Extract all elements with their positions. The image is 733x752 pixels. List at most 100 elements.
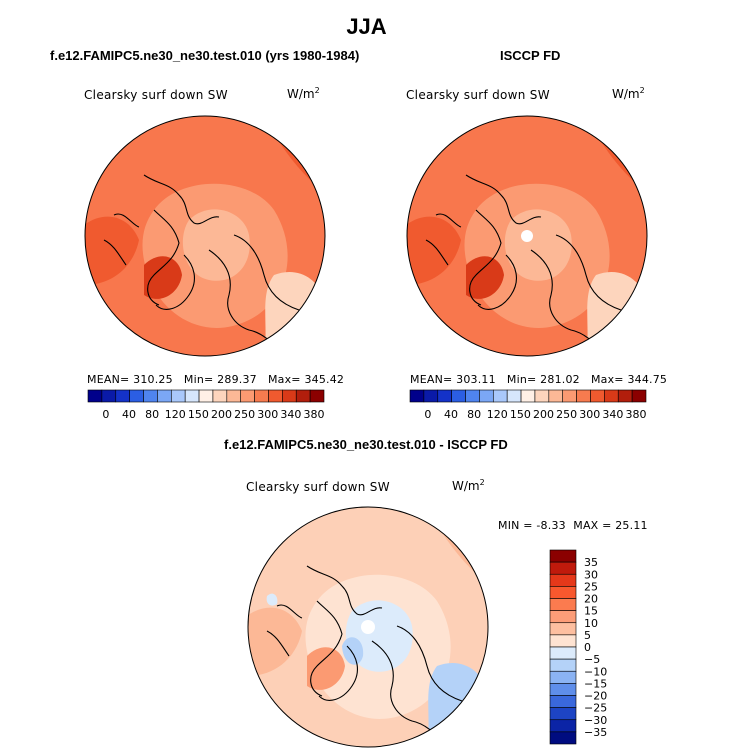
panel1-colorbar-label: 40 — [122, 408, 136, 421]
panel2-colorbar-box — [492, 389, 508, 403]
panel3-units: W/m2 — [452, 478, 485, 493]
panel2-colorbar-label: 340 — [602, 408, 623, 421]
panel3-pole-mask — [361, 620, 375, 634]
panel2-coastline — [465, 174, 542, 225]
panel3-colorbar-label: 30 — [584, 568, 598, 581]
panel3-zone-west — [248, 607, 302, 676]
panel1-arctic-core — [182, 209, 250, 281]
panel2-colorbar-label: 120 — [487, 408, 508, 421]
panel2-title: ISCCP FD — [500, 48, 561, 63]
panel2-zone-west — [407, 216, 461, 285]
panel3-colorbar-box — [549, 646, 577, 660]
panel3-colorbar-box — [549, 683, 577, 696]
panel3-coastline — [396, 625, 463, 702]
panel3-colorbar-label: −10 — [584, 665, 607, 678]
panel3-coastline — [306, 565, 383, 616]
panel3-greenland-zone — [307, 647, 345, 690]
panel1-colorbar-label: 0 — [102, 408, 109, 421]
panel1-colorbar-box — [101, 389, 117, 403]
panel3-colorbar-label: −25 — [584, 702, 607, 715]
panel1-colorbar-box — [226, 389, 242, 403]
panel3-colorbar-label: 10 — [584, 617, 598, 630]
panel1-colorbar-box — [268, 389, 283, 403]
panel2-colorbar-label: 380 — [626, 408, 647, 421]
panel1-colorbar-box — [254, 389, 269, 403]
panel1-colorbar-label: 150 — [188, 408, 209, 421]
panel3-colorbar-box — [549, 707, 577, 721]
panel1-colorbar-box — [295, 389, 311, 403]
panel2-coastline — [435, 213, 462, 228]
panel2-colorbar-label: 0 — [424, 408, 431, 421]
panel2-zone-se — [586, 271, 647, 356]
panel1-zone-se — [264, 271, 325, 356]
panel1-stats: MEAN= 310.25 Min= 289.37 Max= 345.42 — [87, 373, 345, 386]
panel2-colorbar-box — [576, 389, 591, 403]
panel2-colorbar-label: 300 — [579, 408, 600, 421]
panel1-colorbar-label: 80 — [145, 408, 159, 421]
panel1-map-border — [84, 115, 326, 357]
panel2-coastline — [555, 234, 622, 311]
panel1-coastline — [103, 239, 127, 266]
panel1-variable: Clearsky surf down SW — [84, 88, 228, 102]
panel1-colorbar-label: 120 — [165, 408, 186, 421]
panel1-zone-west — [85, 216, 139, 285]
panel2-variable: Clearsky surf down SW — [406, 88, 550, 102]
panel3-colorbar-label: 35 — [584, 556, 598, 569]
panel3-colorbar-label: −15 — [584, 677, 607, 690]
panel1-colorbar: 0 40 80 120 150 200 250 300 340 380 — [87, 389, 325, 421]
panel1-colorbar-box — [143, 389, 158, 403]
panel3-min: -8.33 — [536, 519, 566, 532]
panel2-colorbar-box — [631, 389, 647, 403]
panel1-colorbar-label: 300 — [257, 408, 278, 421]
panel1-colorbar-box — [87, 389, 103, 403]
panel2-greenland-zone — [466, 256, 504, 299]
panel1-min: 289.37 — [217, 373, 257, 386]
panel3-coastline — [310, 600, 343, 697]
panel2-min: 281.02 — [540, 373, 580, 386]
panel3-variable: Clearsky surf down SW — [246, 480, 390, 494]
panel2-colorbar-box — [437, 389, 452, 403]
panel2-colorbar-label: 150 — [510, 408, 531, 421]
panel2-colorbar-box — [534, 389, 550, 403]
panel3-negative-spot — [266, 593, 278, 606]
panel3-colorbar-label: 5 — [584, 629, 591, 642]
panel1-colorbar-label: 250 — [234, 408, 255, 421]
panel2-colorbar-box — [506, 389, 522, 403]
panel3-colorbar-label: 25 — [584, 580, 598, 593]
panel1-coastline — [147, 209, 180, 306]
panel3-colorbar-label: −30 — [584, 714, 607, 727]
panel1-colorbar-box — [282, 389, 297, 403]
panel2-units: W/m2 — [612, 86, 645, 101]
panel3-zone-se — [427, 662, 488, 747]
panel3-colorbar-label: −20 — [584, 690, 607, 703]
panel2-coastline — [477, 254, 517, 310]
panel3-colorbar-label: 0 — [584, 641, 591, 654]
panel3-colorbar-label: 20 — [584, 593, 598, 606]
panel1-max: 345.42 — [304, 373, 345, 386]
panel3-map-border — [247, 506, 489, 748]
panel3-title: f.e12.FAMIPC5.ne30_ne30.test.010 - ISCCP… — [224, 437, 508, 452]
panel3-colorbar-box — [549, 622, 577, 636]
panel3-coastline — [276, 604, 303, 619]
panel2-colorbar-label: 250 — [556, 408, 577, 421]
panel1-coastline — [233, 234, 300, 311]
panel2-colorbar-label: 40 — [444, 408, 458, 421]
panel2-colorbar-box — [562, 389, 577, 403]
panel2-colorbar-box — [520, 389, 536, 403]
panel1-coastline — [155, 254, 195, 310]
panel1-colorbar-label: 380 — [304, 408, 325, 421]
panel3-colorbar-label: −5 — [584, 653, 600, 666]
panel3-negative-anomaly — [342, 637, 364, 665]
panel2-colorbar-box — [409, 389, 425, 403]
panel3-colorbar-box — [549, 634, 577, 648]
panel1-coastline — [143, 174, 220, 225]
panel3-colorbar-box — [549, 731, 577, 745]
panel3-max: 25.11 — [615, 519, 648, 532]
panel1-colorbar-box — [115, 389, 130, 403]
panel2-colorbar-box — [604, 389, 619, 403]
panel3-colorbar-box — [549, 610, 577, 624]
panel2-mean: 303.11 — [456, 373, 496, 386]
panel2-coastline — [469, 209, 502, 306]
panel2-colorbar-box — [423, 389, 439, 403]
